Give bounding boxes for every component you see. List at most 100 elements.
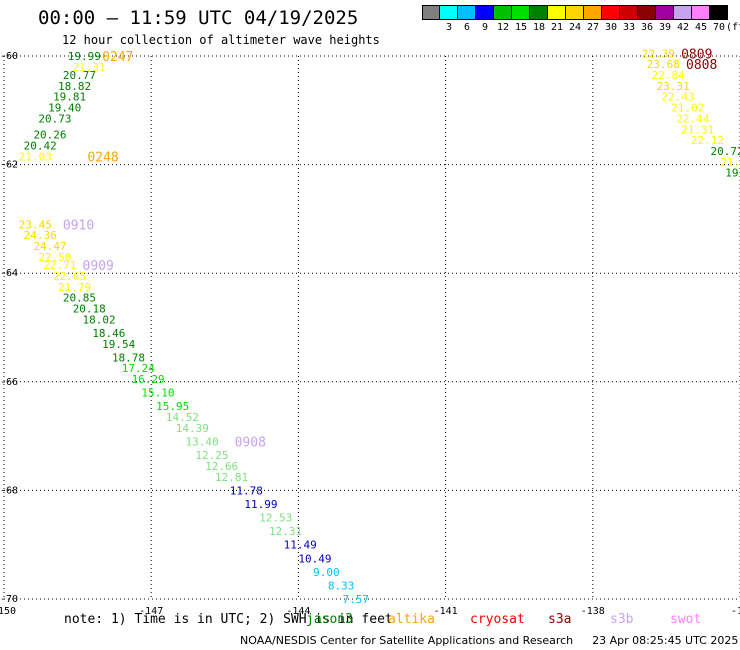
legend-jason3: jason3 — [306, 612, 353, 627]
pass-time-label: 0809 — [681, 47, 712, 62]
legend-swatch — [440, 5, 458, 20]
wave-height-point: 22.43 — [661, 91, 694, 104]
wave-height-point: 22.50 — [38, 251, 71, 264]
legend-altika: altika — [388, 612, 435, 627]
legend-label: 30 — [604, 22, 618, 33]
legend-unit: (ft) — [726, 22, 740, 33]
credit-line: NOAA/NESDIS Center for Satellite Applica… — [240, 634, 738, 647]
legend-label: 12 — [496, 22, 510, 33]
wave-height-point: 11.99 — [244, 498, 277, 511]
legend-swatch — [530, 5, 548, 20]
legend-label: 45 — [694, 22, 708, 33]
wave-height-point: 14.52 — [166, 411, 199, 424]
legend-swatch — [656, 5, 674, 20]
x-tick-label: -141 — [434, 606, 458, 617]
wave-height-point: 12.66 — [205, 460, 238, 473]
legend-s3a: s3a — [548, 612, 572, 627]
legend-label: 15 — [514, 22, 528, 33]
legend-swatch — [692, 5, 710, 20]
wave-height-point: 12.81 — [215, 471, 248, 484]
legend-label: 6 — [463, 22, 471, 33]
wave-height-point: 19. — [725, 167, 740, 180]
legend-swatch — [512, 5, 530, 20]
legend-swatch — [602, 5, 620, 20]
y-tick-label: -70 — [0, 594, 18, 605]
legend-swatch — [476, 5, 494, 20]
wave-height-point: 19.99 — [68, 50, 101, 63]
wave-height-point: 22.65 — [53, 270, 86, 283]
wave-height-point: 22.12 — [691, 134, 724, 147]
pass-time-label: 0908 — [235, 436, 266, 451]
wave-height-point: 9.00 — [313, 566, 340, 579]
legend-s3b: s3b — [610, 612, 634, 627]
wave-height-point: 20.26 — [33, 129, 66, 142]
wave-height-point: 21.2 — [720, 156, 740, 169]
legend-swot: swot — [670, 612, 702, 627]
wave-height-point: 21.31 — [73, 61, 106, 74]
wave-height-point: 20.42 — [24, 140, 57, 153]
timestamp: 23 Apr 08:25:45 UTC 2025 — [592, 634, 739, 647]
x-tick-label: -150 — [0, 606, 16, 617]
y-tick-label: -66 — [0, 377, 18, 388]
wave-height-point: 22.44 — [676, 112, 709, 125]
wave-height-point: 11.78 — [230, 484, 263, 497]
legend-swatch — [638, 5, 656, 20]
wave-height-point: 10.49 — [298, 552, 331, 565]
legend-frame — [422, 5, 728, 20]
wave-height-point: 19.81 — [53, 91, 86, 104]
wave-height-point: 20.77 — [63, 69, 96, 82]
wave-height-point: 20.73 — [38, 112, 71, 125]
note-text: note: 1) Time is in UTC; 2) SWH is in fe… — [64, 612, 393, 627]
x-tick-label: -147 — [139, 606, 163, 617]
wave-height-point: 12.53 — [259, 512, 292, 525]
legend-swatch — [422, 5, 440, 20]
legend-label: 36 — [640, 22, 654, 33]
wave-height-point: 22.84 — [652, 69, 685, 82]
wave-height-point: 21.31 — [681, 123, 714, 136]
y-tick-label: -60 — [0, 51, 18, 62]
legend-swatch — [566, 5, 584, 20]
chart-title: 00:00 – 11:59 UTC 04/19/2025 — [38, 7, 359, 29]
legend-label: 24 — [568, 22, 582, 33]
legend-label: 18 — [532, 22, 546, 33]
wave-height-point: 18.78 — [112, 351, 145, 364]
pass-time-label: 0910 — [63, 218, 94, 233]
x-tick-label: -13 — [731, 606, 740, 617]
legend-label: 21 — [550, 22, 564, 33]
wave-height-point: 8.33 — [328, 579, 355, 592]
legend-label: 3 — [445, 22, 453, 33]
wave-height-point: 18.02 — [83, 313, 116, 326]
wave-height-point: 17.24 — [122, 362, 155, 375]
wave-height-point: 24.47 — [33, 240, 66, 253]
pass-time-label: 0248 — [87, 150, 118, 165]
legend-cryosat: cryosat — [470, 612, 525, 627]
wave-height-point: 12.25 — [195, 449, 228, 462]
wave-height-point: 18.82 — [58, 80, 91, 93]
wave-height-point: 12.31 — [269, 525, 302, 538]
x-tick-label: -138 — [581, 606, 605, 617]
y-tick-label: -64 — [0, 268, 18, 279]
legend-swatch — [584, 5, 602, 20]
y-tick-label: -68 — [0, 485, 18, 496]
wave-height-point: 23.31 — [657, 80, 690, 93]
wave-height-point: 20.85 — [63, 292, 96, 305]
legend-label: 70 — [712, 22, 726, 33]
wave-height-point: 21.02 — [671, 102, 704, 115]
wave-height-point: 21.79 — [58, 281, 91, 294]
pass-time-label: 0808 — [686, 58, 717, 73]
x-tick-label: -144 — [286, 606, 310, 617]
wave-height-point: 21.03 — [19, 150, 52, 163]
wave-height-point: 19.40 — [48, 102, 81, 115]
wave-height-point: 13.40 — [186, 436, 219, 449]
chart-subtitle: 12 hour collection of altimeter wave hei… — [62, 33, 380, 47]
legend-swatch — [458, 5, 476, 20]
pass-time-label: 0909 — [83, 259, 114, 274]
wave-height-point: 19.54 — [102, 338, 135, 351]
legend-label: 33 — [622, 22, 636, 33]
wave-height-point: 23.68 — [647, 58, 680, 71]
legend-swatch — [674, 5, 692, 20]
wave-height-point: 7.57 — [343, 593, 370, 606]
wave-height-point: 22.71 — [43, 259, 76, 272]
